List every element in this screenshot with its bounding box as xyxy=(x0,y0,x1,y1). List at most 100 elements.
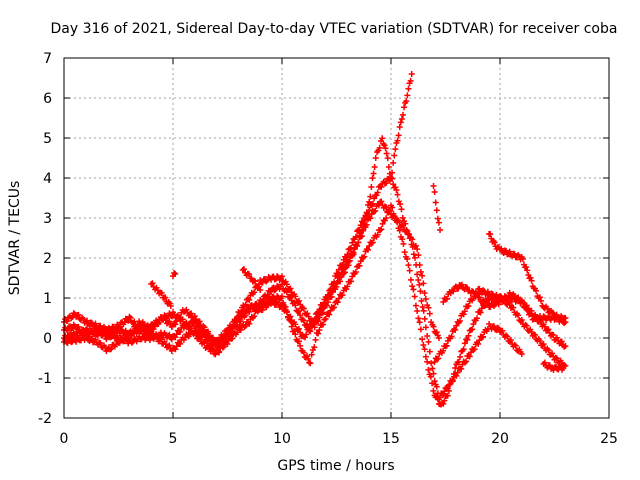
x-tick-label: 20 xyxy=(491,431,509,447)
data-point xyxy=(401,249,408,256)
data-point xyxy=(553,334,560,341)
data-point xyxy=(252,278,259,285)
data-point xyxy=(400,240,407,247)
data-point xyxy=(396,219,403,226)
data-point xyxy=(105,329,112,336)
y-tick-label: 0 xyxy=(43,331,52,347)
data-point xyxy=(292,331,299,338)
data-point xyxy=(518,317,525,324)
data-point xyxy=(477,309,484,316)
data-point xyxy=(363,221,370,228)
data-point xyxy=(414,308,421,315)
data-point xyxy=(149,280,156,287)
data-point xyxy=(399,222,406,229)
data-point xyxy=(560,365,567,371)
data-point xyxy=(369,175,376,182)
data-point xyxy=(209,334,216,341)
data-point xyxy=(209,342,216,349)
data-point xyxy=(356,226,363,233)
data-point xyxy=(287,293,294,300)
data-point xyxy=(320,301,327,308)
data-point xyxy=(511,341,518,348)
data-point xyxy=(251,313,258,320)
data-point xyxy=(431,189,438,196)
data-point xyxy=(229,323,236,330)
data-point xyxy=(403,98,410,105)
data-point xyxy=(287,313,294,320)
data-point xyxy=(355,239,362,246)
data-point xyxy=(512,342,519,349)
data-point xyxy=(316,306,323,313)
data-point xyxy=(561,362,568,369)
data-point xyxy=(395,132,402,139)
data-point xyxy=(246,296,253,303)
data-point xyxy=(494,324,501,331)
data-point xyxy=(389,204,396,211)
data-point xyxy=(357,258,364,265)
tick-layer: 0 5 10 15 20 25 -2 -1 0 1 2 3 4 5 6 7 xyxy=(38,51,618,447)
data-point xyxy=(245,271,252,278)
data-point xyxy=(311,344,318,351)
data-point xyxy=(183,306,190,313)
data-point xyxy=(419,336,426,343)
data-point xyxy=(229,335,236,342)
data-point xyxy=(271,287,278,294)
data-point xyxy=(283,289,290,296)
data-point xyxy=(305,313,312,320)
data-point xyxy=(251,289,258,296)
data-point xyxy=(528,311,535,318)
data-point xyxy=(386,207,393,214)
data-point xyxy=(287,285,294,292)
data-point xyxy=(369,239,376,246)
data-point xyxy=(511,250,518,257)
data-point xyxy=(430,183,437,189)
data-point xyxy=(412,302,419,309)
data-point xyxy=(412,242,419,249)
data-point xyxy=(476,285,483,292)
data-point xyxy=(220,332,227,339)
data-point xyxy=(352,268,359,275)
data-point xyxy=(404,256,411,263)
data-point xyxy=(460,311,467,318)
data-point xyxy=(188,310,195,317)
data-point xyxy=(308,321,315,328)
data-point xyxy=(338,269,345,276)
data-point xyxy=(241,266,248,273)
data-point xyxy=(283,309,290,316)
data-point xyxy=(422,296,429,303)
data-point xyxy=(279,301,285,308)
data-point xyxy=(536,294,543,301)
data-point xyxy=(430,370,437,377)
data-point xyxy=(465,332,472,339)
data-point xyxy=(309,347,316,354)
data-point xyxy=(504,333,511,340)
data-point xyxy=(450,288,457,295)
data-point xyxy=(340,266,347,273)
data-point xyxy=(499,327,506,334)
data-point xyxy=(399,214,406,221)
data-point xyxy=(416,262,423,269)
data-point xyxy=(177,328,184,335)
data-point xyxy=(378,198,385,205)
data-point xyxy=(73,332,80,339)
data-point xyxy=(179,316,186,323)
data-point xyxy=(398,206,405,213)
data-point xyxy=(459,281,466,288)
data-point xyxy=(84,325,91,332)
data-point xyxy=(457,317,464,324)
data-point xyxy=(297,342,304,349)
data-point xyxy=(407,77,414,84)
data-point xyxy=(114,332,121,339)
data-point xyxy=(364,246,371,253)
data-point xyxy=(435,355,442,362)
data-point xyxy=(374,231,381,238)
data-point xyxy=(366,198,373,205)
y-axis-label: SDTVAR / TECUs xyxy=(7,181,23,296)
data-point xyxy=(323,295,330,302)
data-point xyxy=(255,283,262,290)
plot-frame xyxy=(63,57,610,419)
x-tick-label: 5 xyxy=(169,431,178,447)
data-point xyxy=(70,310,77,317)
data-point xyxy=(378,226,385,233)
